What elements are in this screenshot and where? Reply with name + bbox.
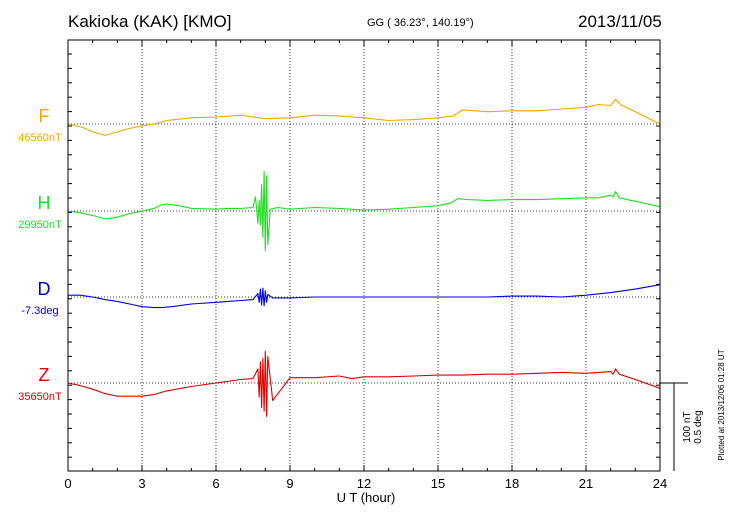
x-tick-label: 18 [505,476,519,491]
series-name-z: Z [39,365,50,385]
x-tick-label: 3 [138,476,145,491]
series-name-d: D [38,279,51,299]
x-tick-label: 21 [579,476,593,491]
x-axis-title: U T (hour) [337,490,396,505]
station-title: Kakioka (KAK) [KMO] [68,12,232,31]
baseline-label-z: 35650nT [18,391,62,403]
chart-grid [68,40,660,471]
x-tick-label: 6 [212,476,219,491]
x-tick-label: 9 [286,476,293,491]
plotted-timestamp: Plotted at 2013/12/06 01:28 UT [717,349,726,460]
x-tick-label: 12 [357,476,371,491]
chart-traces [67,98,661,417]
x-tick-label: 0 [64,476,71,491]
chart-labels: 0 3 6 9 12 15 18 21 24 F 46560nT H 29950nT D -7.3deg Z 3… [18,106,667,491]
coordinates-label: GG ( 36.23°, 140.19°) [367,17,474,29]
date-label: 2013/11/05 [578,12,662,31]
x-tick-label: 15 [431,476,445,491]
series-name-h: H [38,193,51,213]
chart-ticks [67,40,661,471]
scale-label-nt: 100 nT [682,411,693,442]
x-tick-label: 24 [653,476,667,491]
series-line-h [67,170,661,252]
series-name-f: F [39,106,50,126]
baseline-label-h: 29950nT [18,219,62,231]
baseline-label-d: -7.3deg [21,305,58,317]
baseline-label-f: 46560nT [18,132,62,144]
scale-label-deg: 0.5 deg [693,410,704,443]
series-line-z [67,350,661,417]
series-line-f [67,98,661,136]
scale-bar: 100 nT 0.5 deg [660,382,704,471]
series-line-d [68,284,661,309]
